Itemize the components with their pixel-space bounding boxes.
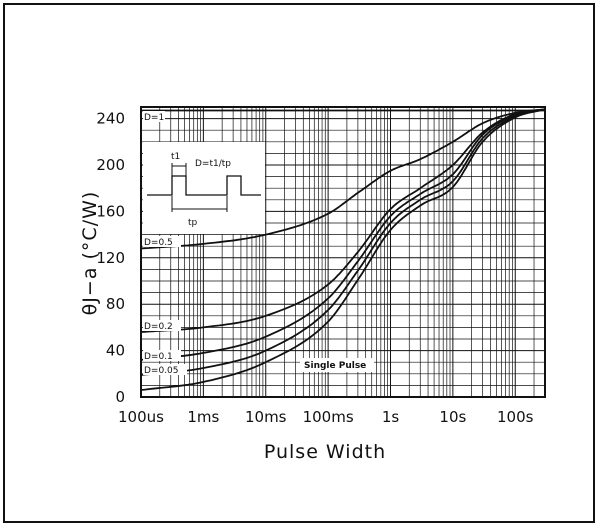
x-tick-labels: 100us 1ms 10ms 100ms 1s 10s 100s [118,408,534,426]
inset-tp: tp [188,218,198,228]
label-single-pulse: Single Pulse [304,361,366,371]
label-d1: D=1 [144,113,164,123]
y-axis-title: θJ−a (°C/W) [79,191,101,316]
x-tick-label: 1ms [187,408,219,426]
x-tick-label: 100ms [303,408,354,426]
label-bg-d01 [143,350,181,361]
y-tick-label: 0 [115,388,125,406]
curve-d-0-5 [140,108,546,250]
label-bg-single [300,358,374,372]
y-tick-labels: 0 40 80 120 160 200 240 [96,110,125,406]
series-layer [140,108,546,391]
pulse-waveform [147,175,261,196]
inset-formula: D=t1/tp [195,159,231,169]
curve-d-0-1 [140,108,546,361]
y-tick-label: 240 [96,110,125,128]
curve-d-0-2 [140,108,546,333]
label-bg-d02 [143,320,181,331]
x-tick-label: 1s [382,408,400,426]
curve-single-pulse [140,108,546,391]
label-d05: D=0.5 [144,238,173,248]
label-d01: D=0.1 [144,352,173,362]
label-bg-d05 [143,236,181,247]
x-axis-title: Pulse Width [264,441,386,463]
y-tick-label: 160 [96,202,125,220]
inset-t1: t1 [171,152,180,162]
x-tick-label: 100us [118,408,164,426]
label-bg-d1 [143,111,165,122]
x-tick-label: 100s [497,408,534,426]
duty-cycle-inset: t1 D=t1/tp tp [143,142,265,234]
x-tick-label: 10ms [245,408,287,426]
label-d02: D=0.2 [144,322,173,332]
curve-d-0-05 [140,108,546,376]
y-tick-label: 80 [106,295,125,313]
y-tick-label: 40 [106,342,125,360]
x-tick-label: 10s [439,408,466,426]
inset-background [143,142,265,234]
label-bg-d005 [143,364,187,375]
label-d005: D=0.05 [144,366,179,376]
y-tick-label: 120 [96,249,125,267]
plot-border [140,106,546,398]
y-tick-label: 200 [96,156,125,174]
